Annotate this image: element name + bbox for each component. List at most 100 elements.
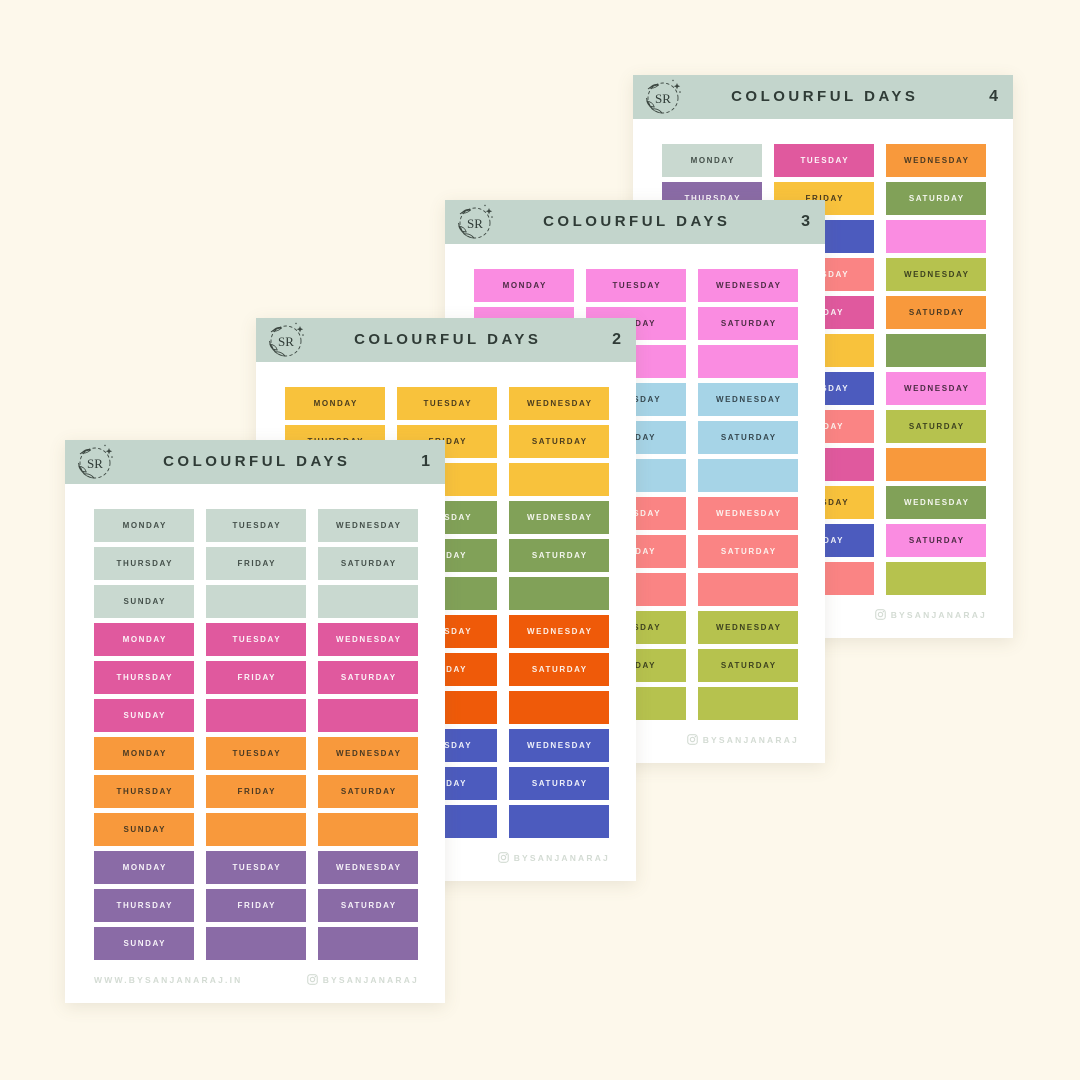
day-sticker: FRIDAY — [206, 661, 306, 694]
instagram-credit: BYSANJANARAJ — [874, 609, 987, 620]
day-sticker — [318, 927, 418, 960]
sheet-header: SR COLOURFUL DAYS 4 — [633, 75, 1013, 119]
day-sticker: SATURDAY — [886, 296, 986, 329]
day-sticker — [318, 813, 418, 846]
day-sticker: SUNDAY — [94, 585, 194, 618]
day-sticker — [886, 334, 986, 367]
day-sticker — [509, 691, 609, 724]
day-sticker: THURSDAY — [94, 547, 194, 580]
day-sticker: MONDAY — [94, 851, 194, 884]
day-sticker — [698, 573, 798, 606]
day-sticker — [886, 220, 986, 253]
day-sticker: FRIDAY — [206, 775, 306, 808]
day-sticker: WEDNESDAY — [698, 383, 798, 416]
day-sticker: SATURDAY — [509, 767, 609, 800]
day-sticker — [886, 562, 986, 595]
instagram-icon — [874, 609, 886, 620]
day-sticker: SATURDAY — [318, 775, 418, 808]
day-sticker — [509, 463, 609, 496]
day-sticker: TUESDAY — [397, 387, 497, 420]
day-sticker: FRIDAY — [206, 889, 306, 922]
day-sticker: THURSDAY — [94, 889, 194, 922]
day-sticker: SATURDAY — [318, 547, 418, 580]
sticker-grid: MONDAY TUESDAY WEDNESDAY THURSDAY FRIDAY SATU… — [94, 509, 418, 960]
day-sticker: WEDNESDAY — [318, 851, 418, 884]
day-sticker: SUNDAY — [94, 699, 194, 732]
svg-text:SR: SR — [278, 334, 294, 349]
instagram-credit: BYSANJANARAJ — [497, 852, 610, 863]
day-sticker: THURSDAY — [94, 661, 194, 694]
day-sticker — [698, 345, 798, 378]
day-sticker — [206, 813, 306, 846]
svg-text:SR: SR — [655, 91, 671, 106]
day-sticker: WEDNESDAY — [698, 497, 798, 530]
instagram-handle: BYSANJANARAJ — [890, 609, 987, 620]
day-sticker: WEDNESDAY — [886, 486, 986, 519]
day-sticker — [509, 577, 609, 610]
day-sticker: TUESDAY — [586, 269, 686, 302]
instagram-icon — [686, 734, 698, 745]
sheet-title: COLOURFUL DAYS — [354, 331, 542, 348]
day-sticker — [698, 459, 798, 492]
day-sticker — [886, 448, 986, 481]
day-sticker: SATURDAY — [509, 539, 609, 572]
day-sticker — [206, 699, 306, 732]
day-sticker: MONDAY — [94, 623, 194, 656]
website-url: WWW.BYSANJANARAJ.IN — [94, 974, 243, 985]
day-sticker: SUNDAY — [94, 927, 194, 960]
sheet-footer: WWW.BYSANJANARAJ.IN BYSANJANARAJ — [94, 974, 419, 985]
day-sticker: SATURDAY — [318, 661, 418, 694]
day-sticker: WEDNESDAY — [509, 387, 609, 420]
instagram-handle: BYSANJANARAJ — [513, 852, 610, 863]
sheet-number: 4 — [989, 88, 998, 105]
day-sticker: WEDNESDAY — [886, 372, 986, 405]
day-sticker: TUESDAY — [774, 144, 874, 177]
day-sticker: SATURDAY — [886, 410, 986, 443]
day-sticker: TUESDAY — [206, 851, 306, 884]
sheet-title: COLOURFUL DAYS — [731, 88, 919, 105]
svg-text:SR: SR — [87, 456, 103, 471]
day-sticker: WEDNESDAY — [886, 144, 986, 177]
sheet-number: 3 — [801, 213, 810, 230]
day-sticker: WEDNESDAY — [509, 615, 609, 648]
instagram-handle: BYSANJANARAJ — [702, 734, 799, 745]
instagram-icon — [497, 852, 509, 863]
day-sticker: THURSDAY — [94, 775, 194, 808]
sheet-header: SR COLOURFUL DAYS 1 — [65, 440, 445, 484]
day-sticker — [206, 585, 306, 618]
day-sticker: TUESDAY — [206, 737, 306, 770]
sticker-sheet-1: SR COLOURFUL DAYS 1 MONDAY TUESDAY WEDNESD… — [65, 440, 445, 1003]
day-sticker: WEDNESDAY — [318, 737, 418, 770]
day-sticker — [698, 687, 798, 720]
day-sticker: WEDNESDAY — [509, 729, 609, 762]
day-sticker: MONDAY — [94, 737, 194, 770]
day-sticker: SATURDAY — [698, 307, 798, 340]
day-sticker: WEDNESDAY — [886, 258, 986, 291]
sheet-header: SR COLOURFUL DAYS 2 — [256, 318, 636, 362]
day-sticker: SATURDAY — [509, 653, 609, 686]
day-sticker: WEDNESDAY — [509, 501, 609, 534]
sr-logo-icon: SR — [452, 201, 496, 245]
day-sticker: MONDAY — [94, 509, 194, 542]
day-sticker: WEDNESDAY — [318, 623, 418, 656]
day-sticker: SATURDAY — [698, 421, 798, 454]
day-sticker: SATURDAY — [886, 524, 986, 557]
day-sticker: WEDNESDAY — [698, 611, 798, 644]
day-sticker: SATURDAY — [886, 182, 986, 215]
instagram-handle: BYSANJANARAJ — [322, 974, 419, 985]
day-sticker: SATURDAY — [318, 889, 418, 922]
day-sticker: TUESDAY — [206, 623, 306, 656]
sheet-number: 1 — [421, 453, 430, 470]
day-sticker: SATURDAY — [509, 425, 609, 458]
sr-logo-icon: SR — [640, 76, 684, 120]
day-sticker: FRIDAY — [206, 547, 306, 580]
day-sticker — [509, 805, 609, 838]
sr-logo-icon: SR — [263, 319, 307, 363]
day-sticker: MONDAY — [662, 144, 762, 177]
day-sticker: SUNDAY — [94, 813, 194, 846]
day-sticker: WEDNESDAY — [698, 269, 798, 302]
day-sticker: SATURDAY — [698, 649, 798, 682]
day-sticker — [318, 585, 418, 618]
day-sticker: WEDNESDAY — [318, 509, 418, 542]
sheet-header: SR COLOURFUL DAYS 3 — [445, 200, 825, 244]
